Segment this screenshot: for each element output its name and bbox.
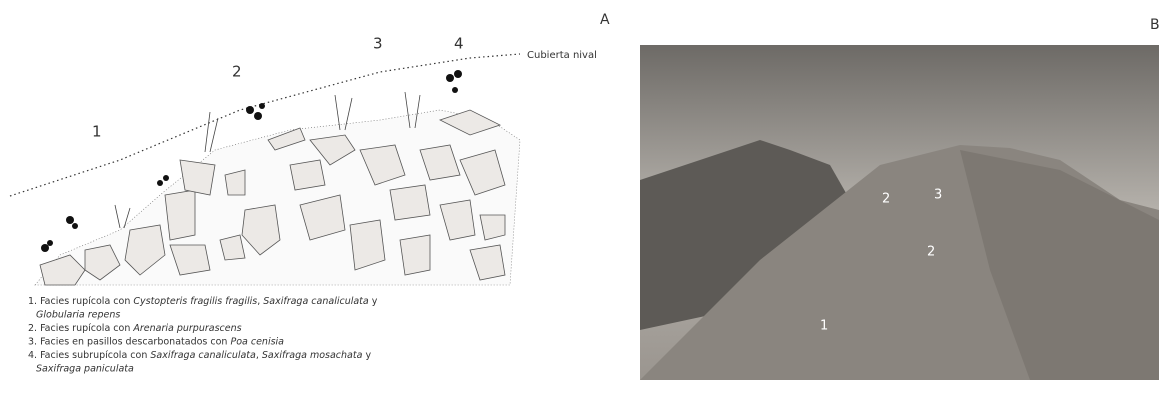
photo-label: 3	[934, 188, 942, 203]
legend-text: 2. Facies rupícola con	[28, 323, 133, 334]
zone-label: 4	[454, 35, 464, 53]
photo-label: 1	[820, 319, 828, 334]
legend-line: 1. Facies rupícola con Cystopteris fragi…	[28, 296, 378, 307]
snow-label: Cubierta nival	[527, 50, 597, 61]
legend-line: Saxifraga paniculata	[36, 363, 134, 374]
legend-text: Saxifraga canaliculata	[150, 350, 256, 361]
photo-label: 2	[927, 245, 935, 260]
legend-line: Globularia repens	[36, 309, 120, 320]
legend-text: Cystopteris fragilis fragilis	[133, 296, 257, 307]
photo-ridge-shade	[960, 150, 1159, 380]
legend: 1. Facies rupícola con Cystopteris fragi…	[28, 296, 378, 375]
legend-line: 2. Facies rupícola con Arenaria purpuras…	[28, 323, 242, 334]
legend-text: Poa cenisia	[230, 336, 284, 347]
panel-label: B	[1150, 17, 1159, 33]
slope-drawing	[34, 109, 521, 286]
plants	[41, 70, 462, 252]
legend-text: 3. Facies en pasillos descarbonatados co…	[28, 336, 230, 347]
panel-label: A	[600, 12, 610, 28]
legend-text: y	[369, 296, 378, 307]
photo-label: 2	[882, 192, 890, 207]
photo-far-mountains	[640, 140, 850, 330]
legend-text: ,	[257, 296, 263, 307]
legend-text: y	[362, 350, 371, 361]
zone-label: 2	[232, 63, 242, 81]
legend-text: 1. Facies rupícola con	[28, 296, 133, 307]
legend-text: ,	[256, 350, 262, 361]
zone-label: 1	[92, 123, 102, 141]
legend-text: Arenaria purpurascens	[132, 323, 241, 334]
legend-text: 4. Facies subrupícola con	[28, 350, 150, 361]
legend-text: Saxifraga paniculata	[36, 363, 134, 374]
legend-line: 4. Facies subrupícola con Saxifraga cana…	[28, 350, 371, 361]
legend-line: 3. Facies en pasillos descarbonatados co…	[28, 336, 284, 347]
zone-label: 3	[373, 35, 383, 53]
legend-text: Globularia repens	[36, 309, 120, 320]
legend-text: Saxifraga canaliculata	[263, 296, 369, 307]
legend-text: Saxifraga mosachata	[262, 350, 363, 361]
